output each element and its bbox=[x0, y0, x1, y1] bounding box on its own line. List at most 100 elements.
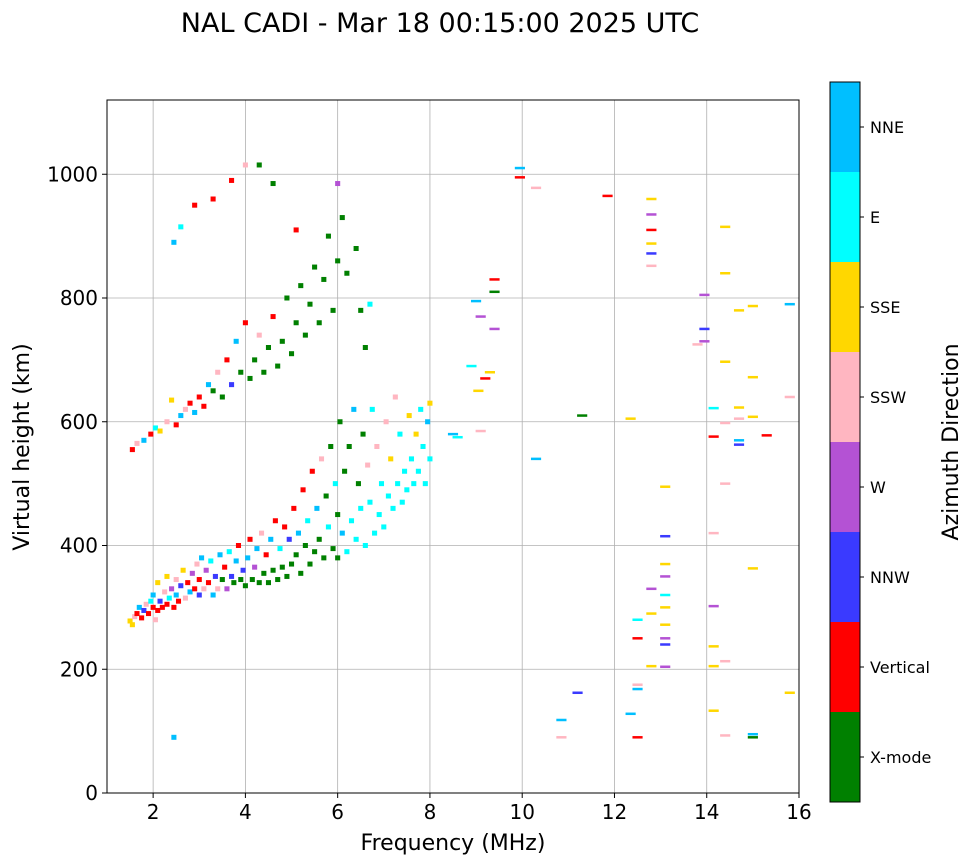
data-point bbox=[351, 406, 357, 412]
data-point bbox=[321, 276, 327, 282]
data-point bbox=[185, 580, 191, 586]
data-point bbox=[180, 567, 186, 573]
data-point bbox=[420, 444, 426, 449]
data-point bbox=[224, 586, 230, 592]
data-point bbox=[358, 307, 364, 313]
data-point bbox=[399, 499, 405, 505]
data-point bbox=[646, 664, 657, 668]
data-point bbox=[192, 586, 198, 592]
data-point bbox=[263, 552, 269, 558]
data-point bbox=[699, 293, 710, 297]
x-tick-label: 6 bbox=[331, 800, 344, 824]
data-point bbox=[632, 637, 643, 640]
data-point bbox=[660, 643, 671, 646]
data-point bbox=[205, 382, 212, 388]
colorbar-segment bbox=[830, 82, 860, 172]
data-point bbox=[404, 487, 410, 493]
data-point bbox=[231, 580, 237, 586]
data-point bbox=[660, 485, 671, 488]
x-tick-label: 12 bbox=[602, 800, 627, 824]
data-point bbox=[256, 332, 262, 338]
data-point bbox=[480, 377, 491, 380]
data-point bbox=[376, 512, 382, 518]
data-point bbox=[660, 534, 671, 538]
data-point bbox=[159, 604, 165, 610]
colorbar-tick-label: W bbox=[870, 478, 886, 497]
data-point bbox=[233, 338, 239, 344]
data-point bbox=[247, 536, 253, 542]
chart-title: NAL CADI - Mar 18 00:15:00 2025 UTC bbox=[181, 8, 699, 39]
colorbar-segment bbox=[830, 262, 860, 352]
data-point bbox=[339, 215, 345, 221]
data-point bbox=[129, 447, 135, 453]
data-point bbox=[150, 592, 156, 598]
data-point bbox=[646, 242, 657, 245]
data-point bbox=[309, 468, 315, 474]
data-point bbox=[452, 435, 463, 439]
data-point bbox=[660, 637, 671, 640]
data-point bbox=[330, 546, 336, 552]
data-point bbox=[201, 403, 207, 409]
data-point bbox=[173, 577, 179, 583]
data-point bbox=[747, 732, 758, 736]
data-point bbox=[295, 530, 301, 536]
colorbar-tick-label: NNW bbox=[870, 568, 910, 587]
data-point bbox=[475, 429, 486, 433]
data-point bbox=[291, 505, 297, 511]
x-tick-label: 10 bbox=[509, 800, 534, 824]
data-point bbox=[215, 369, 221, 375]
data-point bbox=[411, 481, 417, 487]
x-tick-label: 2 bbox=[147, 800, 160, 824]
data-point bbox=[720, 734, 731, 737]
data-point bbox=[572, 691, 583, 695]
data-point bbox=[708, 645, 719, 648]
data-point bbox=[342, 468, 348, 474]
data-point bbox=[148, 598, 154, 604]
data-point bbox=[293, 552, 299, 558]
y-tick-label: 800 bbox=[60, 286, 98, 310]
data-point bbox=[152, 425, 158, 431]
data-point bbox=[473, 389, 484, 393]
data-point bbox=[194, 561, 200, 567]
data-point bbox=[210, 592, 216, 598]
data-point bbox=[288, 561, 295, 567]
data-point bbox=[270, 567, 276, 573]
data-point bbox=[348, 518, 355, 524]
y-axis-label: Virtual height (km) bbox=[10, 343, 35, 550]
data-point bbox=[136, 604, 142, 610]
y-tick-label: 0 bbox=[85, 781, 98, 805]
data-point bbox=[245, 555, 251, 561]
data-point bbox=[141, 437, 147, 443]
y-axis-ticks: 0 200 400 600 800 1000 bbox=[47, 162, 107, 805]
data-point bbox=[229, 382, 235, 388]
x-tick-label: 4 bbox=[239, 800, 252, 824]
colorbar-tick-label: SSE bbox=[870, 298, 900, 317]
data-point bbox=[205, 580, 212, 586]
data-point bbox=[530, 186, 542, 190]
data-point bbox=[383, 419, 389, 425]
data-point bbox=[201, 586, 207, 592]
data-point bbox=[171, 239, 177, 245]
data-point bbox=[330, 307, 336, 313]
data-point bbox=[252, 357, 258, 363]
plot-frame bbox=[106, 99, 800, 794]
data-point bbox=[261, 570, 267, 576]
colorbar-segment bbox=[830, 532, 860, 622]
data-point bbox=[708, 406, 719, 410]
data-point bbox=[238, 577, 244, 583]
data-point bbox=[344, 270, 350, 276]
data-point bbox=[325, 524, 331, 530]
data-point bbox=[178, 224, 184, 230]
data-point bbox=[335, 512, 341, 518]
y-tick-label: 200 bbox=[60, 657, 98, 681]
data-point bbox=[397, 431, 403, 437]
data-point bbox=[346, 444, 352, 449]
data-point bbox=[335, 258, 341, 264]
data-point bbox=[720, 421, 731, 425]
data-point bbox=[210, 388, 216, 394]
data-point bbox=[447, 432, 459, 436]
data-point bbox=[708, 604, 719, 608]
colorbar-tick-label: SSW bbox=[870, 388, 906, 407]
data-point bbox=[489, 290, 500, 294]
